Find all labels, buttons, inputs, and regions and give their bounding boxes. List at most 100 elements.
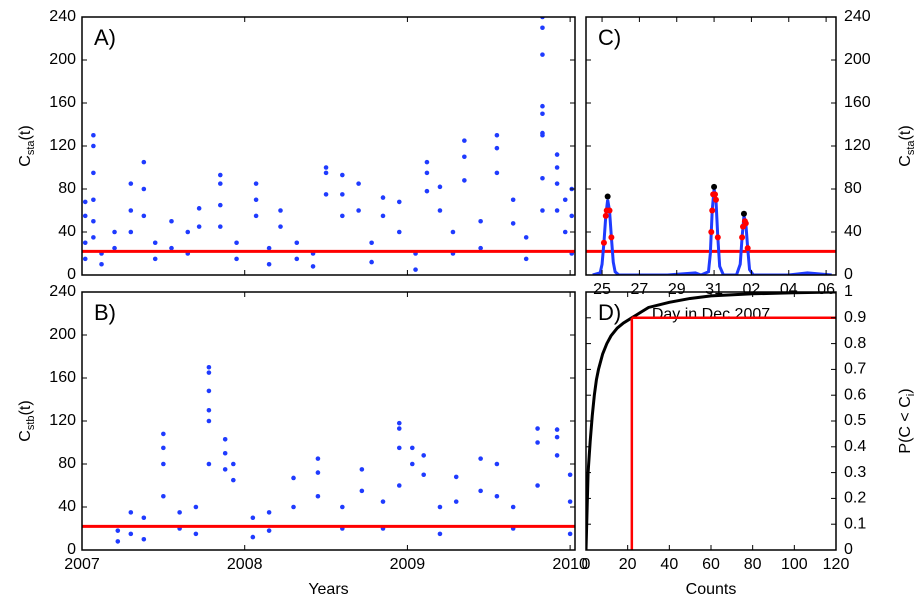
point bbox=[478, 218, 483, 224]
point bbox=[152, 240, 158, 246]
axes-frame bbox=[585, 16, 837, 276]
point bbox=[453, 474, 459, 480]
point bbox=[161, 431, 166, 437]
point bbox=[112, 229, 117, 235]
point bbox=[380, 499, 386, 504]
point bbox=[161, 445, 166, 451]
x-tick-label: 2009 bbox=[390, 556, 426, 573]
point bbox=[453, 499, 459, 504]
y-tick-label: 40 bbox=[844, 223, 862, 240]
point bbox=[340, 192, 345, 197]
x-tick-label: 40 bbox=[660, 556, 678, 573]
point bbox=[253, 197, 259, 203]
crossing-point bbox=[739, 234, 746, 241]
x-axis-label: Day in Dec 2007 bbox=[652, 306, 770, 323]
crossing-point bbox=[606, 207, 613, 214]
point bbox=[206, 461, 212, 467]
point bbox=[424, 159, 430, 165]
crossing-point bbox=[608, 234, 615, 241]
line bbox=[586, 292, 836, 550]
point bbox=[323, 170, 329, 176]
point bbox=[567, 531, 573, 537]
point bbox=[396, 483, 402, 488]
point bbox=[437, 504, 443, 510]
point bbox=[82, 213, 88, 219]
y-axis-label-part: ) bbox=[897, 388, 914, 393]
point bbox=[206, 407, 212, 413]
crossing-point bbox=[714, 234, 721, 241]
point bbox=[193, 531, 199, 537]
peak-point bbox=[604, 193, 611, 200]
point bbox=[253, 213, 259, 219]
point bbox=[231, 461, 236, 467]
point bbox=[128, 531, 134, 537]
y-axis-label: Csta(t) bbox=[17, 125, 37, 166]
x-tick-label: 120 bbox=[823, 556, 850, 573]
y-tick-label: 240 bbox=[49, 8, 76, 25]
point bbox=[218, 181, 223, 186]
point bbox=[396, 445, 402, 451]
point bbox=[222, 436, 228, 442]
point bbox=[359, 467, 365, 472]
point bbox=[91, 235, 96, 240]
point bbox=[161, 493, 166, 499]
point bbox=[396, 199, 402, 205]
plot-area bbox=[82, 17, 575, 272]
y-tick-label: 0.2 bbox=[844, 490, 866, 507]
crossing-point bbox=[742, 220, 749, 227]
point bbox=[250, 515, 256, 521]
y-axis-label-part: C bbox=[17, 155, 34, 167]
point bbox=[115, 539, 121, 544]
point bbox=[278, 208, 283, 213]
point bbox=[294, 256, 300, 262]
x-tick-label: 31 bbox=[705, 281, 723, 298]
point bbox=[380, 195, 386, 200]
y-tick-label: 160 bbox=[844, 94, 871, 111]
point bbox=[462, 178, 467, 183]
y-tick-label: 0.1 bbox=[844, 515, 866, 532]
point bbox=[396, 426, 402, 431]
y-tick-label: 0 bbox=[844, 266, 853, 283]
y-tick-label: 240 bbox=[844, 8, 871, 25]
point bbox=[152, 256, 158, 262]
y-axis-label-part: (t) bbox=[17, 125, 34, 140]
y-tick-label: 80 bbox=[844, 180, 862, 197]
point bbox=[340, 504, 345, 510]
crossing-point bbox=[709, 207, 716, 214]
point bbox=[540, 132, 545, 138]
panel-label: B) bbox=[94, 300, 116, 325]
point bbox=[359, 488, 365, 494]
crossing-point bbox=[600, 239, 607, 246]
point bbox=[424, 170, 430, 176]
point bbox=[554, 434, 560, 440]
y-tick-label: 1 bbox=[844, 283, 853, 300]
point bbox=[91, 132, 96, 138]
crossing-point bbox=[708, 229, 715, 235]
y-tick-label: 200 bbox=[49, 51, 76, 68]
point bbox=[494, 461, 500, 467]
point bbox=[128, 510, 134, 515]
point bbox=[437, 531, 443, 537]
point bbox=[91, 170, 96, 176]
point bbox=[128, 208, 134, 213]
y-tick-label: 0.6 bbox=[844, 386, 866, 403]
point bbox=[141, 186, 147, 192]
point bbox=[266, 261, 272, 267]
point bbox=[369, 240, 374, 246]
point bbox=[478, 245, 483, 251]
point bbox=[218, 202, 223, 208]
point bbox=[424, 188, 430, 194]
point bbox=[540, 208, 545, 213]
y-axis-label-part: C bbox=[897, 155, 914, 167]
point bbox=[193, 504, 199, 510]
y-tick-label: 200 bbox=[844, 51, 871, 68]
point bbox=[250, 534, 256, 540]
y-tick-label: 0 bbox=[67, 541, 76, 558]
point bbox=[540, 175, 545, 181]
plot-area bbox=[586, 292, 836, 550]
point bbox=[562, 197, 568, 203]
point bbox=[128, 229, 134, 235]
y-tick-label: 0 bbox=[67, 266, 76, 283]
point bbox=[82, 240, 88, 246]
point bbox=[206, 418, 212, 424]
